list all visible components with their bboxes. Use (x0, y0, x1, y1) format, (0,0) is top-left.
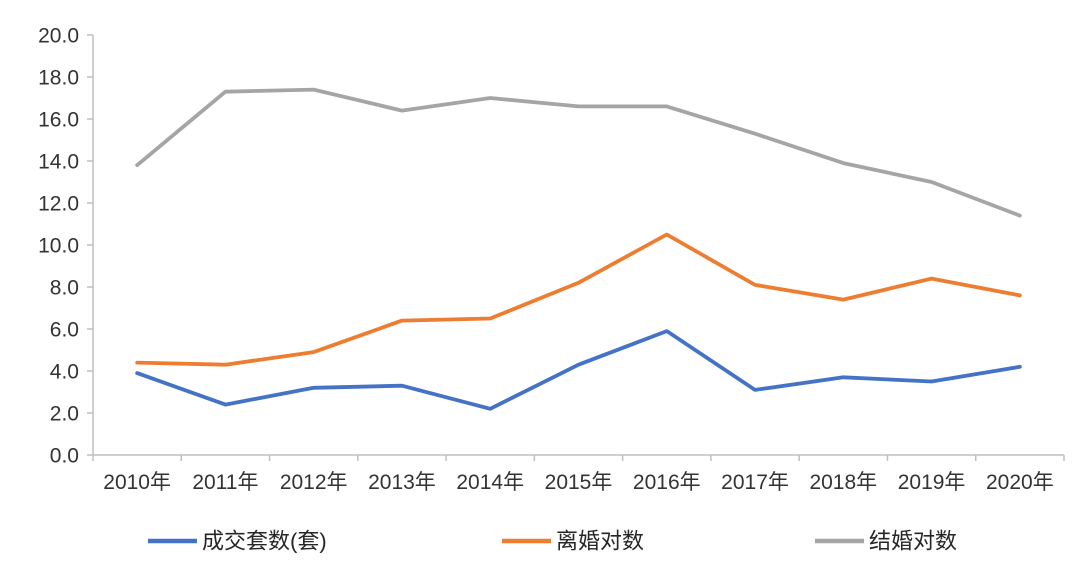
x-axis-tick-label: 2015年 (545, 471, 613, 494)
y-axis-tick-label: 8.0 (50, 276, 79, 299)
x-axis-tick-label: 2017年 (721, 471, 789, 494)
x-axis-tick-label: 2014年 (456, 471, 524, 494)
y-axis-tick-label: 2.0 (50, 402, 79, 425)
y-axis-tick-label: 10.0 (38, 234, 79, 257)
y-axis-tick-label: 4.0 (50, 360, 79, 383)
legend-label-1: 离婚对数 (556, 528, 644, 553)
x-axis-tick-label: 2013年 (368, 471, 436, 494)
x-axis-tick-label: 2019年 (898, 471, 966, 494)
y-axis-tick-label: 14.0 (38, 150, 79, 173)
series-line-0 (135, 329, 1022, 411)
legend-label-2: 结婚对数 (869, 528, 957, 553)
series-line-2 (135, 87, 1022, 218)
y-axis-tick-label: 20.0 (38, 24, 79, 47)
x-axis-tick-label: 2020年 (986, 471, 1054, 494)
x-axis-tick-label: 2010年 (103, 471, 171, 494)
y-axis-tick-label: 16.0 (38, 108, 79, 131)
x-axis-tick-label: 2011年 (192, 471, 258, 494)
x-axis-tick-label: 2018年 (809, 471, 877, 494)
x-axis-tick-label: 2012年 (280, 471, 348, 494)
y-axis-tick-label: 18.0 (38, 66, 79, 89)
y-axis-tick-label: 6.0 (50, 318, 79, 341)
x-axis-tick-label: 2016年 (633, 471, 701, 494)
series-line-1 (135, 232, 1022, 367)
y-axis-tick-label: 0.0 (50, 444, 79, 467)
legend-label-0: 成交套数(套) (202, 528, 327, 553)
y-axis-tick-label: 12.0 (38, 192, 79, 215)
